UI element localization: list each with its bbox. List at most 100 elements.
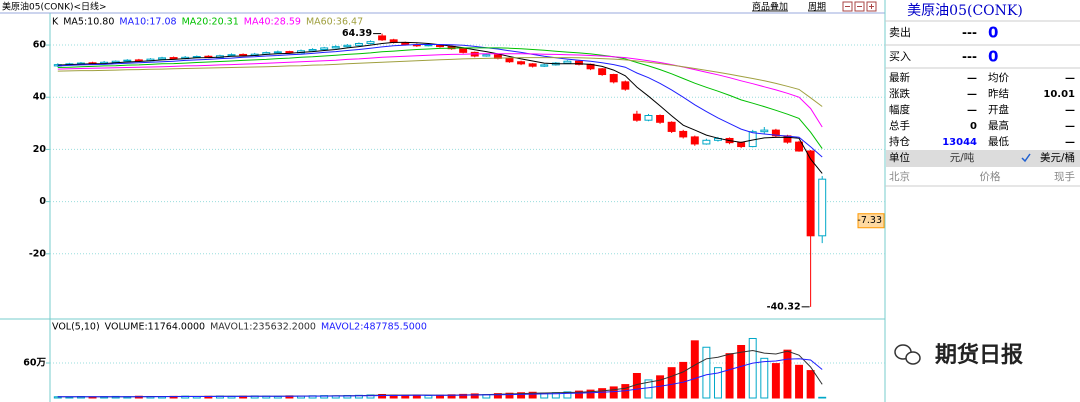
- legend-entry: MA5:10.80: [63, 17, 114, 28]
- annotation-label: 64.39: [342, 28, 372, 39]
- candle-body: [459, 48, 468, 53]
- volume-bar: [760, 357, 769, 399]
- last-price-label: -7.33: [857, 215, 882, 226]
- field-value: —: [967, 89, 977, 100]
- list-header: 价格: [980, 170, 1001, 183]
- field-value: —: [1065, 137, 1075, 148]
- candle-body: [528, 63, 537, 67]
- candle-body: [123, 59, 132, 62]
- field-value: —: [967, 73, 977, 84]
- y-tick-label: 60万: [23, 357, 46, 368]
- candle-body: [806, 150, 815, 237]
- candle-body: [771, 129, 780, 137]
- unit-option[interactable]: 美元/桶: [1040, 151, 1075, 164]
- order-volume: 0: [988, 48, 998, 66]
- y-tick-label: 20: [33, 144, 47, 155]
- volume-bar: [667, 367, 676, 399]
- order-label: 卖出: [889, 25, 911, 39]
- watermark: 期货日报: [935, 342, 1023, 368]
- legend-entry: K: [52, 17, 59, 28]
- mavol-line: [57, 358, 823, 398]
- candle-body: [609, 74, 618, 83]
- legend-entry: MA60:36.47: [306, 17, 363, 28]
- toolbar-title: 美原油05(CONK)<日线>: [2, 1, 107, 13]
- y-tick-label: 60: [33, 40, 47, 51]
- volume-bar: [690, 340, 699, 399]
- y-tick-label: 0: [39, 196, 46, 207]
- volume-bar: [528, 391, 537, 399]
- field-value: —: [967, 105, 977, 116]
- legend-entry: VOL(5,10): [52, 322, 100, 333]
- ma-line: [57, 57, 823, 107]
- quote-title: 美原油05(CONK): [907, 3, 1023, 19]
- field-label: 昨结: [988, 87, 1009, 100]
- candle-body: [366, 41, 375, 44]
- field-value: —: [1065, 121, 1075, 132]
- candle-body: [320, 47, 329, 50]
- order-price: ---: [962, 50, 977, 64]
- last-price-box: [857, 213, 885, 229]
- volume-bar: [725, 353, 734, 399]
- toolbar-icons[interactable]: [842, 1, 877, 12]
- volume-bar: [459, 393, 468, 399]
- candle-body: [517, 61, 526, 65]
- volume-bar: [713, 367, 722, 399]
- candle-body: [158, 57, 167, 60]
- volume-bar: [737, 344, 746, 399]
- field-label: 最低: [988, 135, 1009, 148]
- field-value: —: [1065, 73, 1075, 84]
- field-label: 总手: [889, 119, 910, 132]
- field-label: 持仓: [889, 135, 910, 148]
- candle-body: [702, 139, 711, 145]
- candle-body: [239, 53, 248, 56]
- volume-bar: [806, 370, 815, 399]
- legend-entry: MA40:28.59: [244, 17, 301, 28]
- unit-option[interactable]: 元/吨: [950, 151, 975, 164]
- candle-body: [343, 44, 352, 48]
- candle-body: [134, 59, 143, 62]
- volume-bar: [493, 393, 502, 399]
- list-header: 现手: [1054, 170, 1075, 183]
- field-label: 最新: [889, 71, 910, 84]
- candle-body: [273, 51, 282, 54]
- candle-body: [308, 48, 317, 52]
- y-tick-label: -20: [29, 248, 47, 259]
- volume-bar: [609, 386, 618, 399]
- candle-body: [667, 121, 676, 132]
- candle-body: [563, 60, 572, 64]
- volume-bar: [563, 391, 572, 399]
- volume-bar: [748, 337, 757, 399]
- volume-bar: [517, 392, 526, 399]
- volume-bar: [679, 361, 688, 399]
- candle-body: [795, 141, 804, 152]
- volume-bar: [505, 392, 514, 399]
- candle-body: [598, 68, 607, 76]
- candle-body: [169, 57, 178, 60]
- candle-body: [285, 51, 294, 54]
- candle-body: [679, 130, 688, 138]
- toolbar-button[interactable]: 商品叠加: [752, 1, 788, 13]
- candle-body: [227, 54, 236, 57]
- legend-entry: MA20:20.31: [182, 17, 239, 28]
- order-label: 买入: [889, 50, 911, 63]
- list-header: 北京: [889, 170, 910, 183]
- candle-body: [354, 42, 363, 46]
- candle-body: [632, 113, 641, 121]
- field-label: 均价: [988, 72, 1009, 84]
- volume-bar: [586, 389, 595, 399]
- field-label: 涨跌: [889, 87, 910, 100]
- legend-entry: MA10:17.08: [119, 17, 176, 28]
- watermark-icon: [894, 344, 921, 365]
- volume-bar: [424, 395, 433, 399]
- volume-bar: [470, 393, 479, 399]
- candle-body: [575, 60, 583, 65]
- field-value: 10.01: [1043, 89, 1075, 100]
- ma-line: [57, 44, 823, 158]
- volume-bar: [818, 396, 827, 399]
- candle-body: [331, 46, 340, 49]
- volume-bar: [702, 346, 711, 399]
- volume-bar: [644, 379, 653, 399]
- toolbar-button[interactable]: 周期: [808, 2, 826, 13]
- order-price: ---: [962, 26, 977, 40]
- volume-bar: [575, 390, 583, 399]
